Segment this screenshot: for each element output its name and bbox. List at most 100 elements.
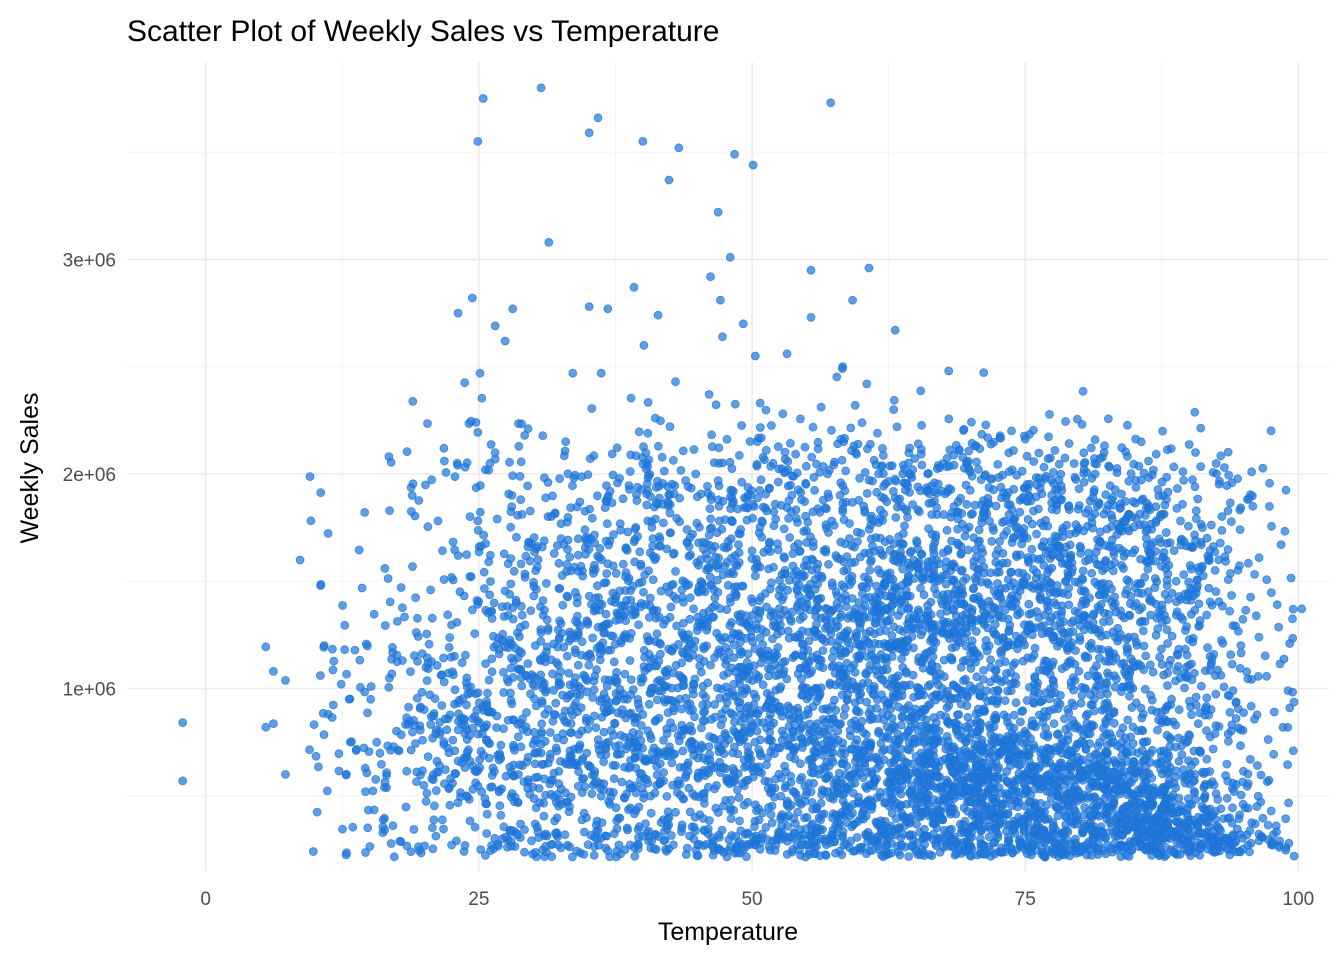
data-point — [875, 627, 885, 636]
data-point — [1016, 717, 1025, 727]
data-point — [827, 653, 837, 663]
data-point — [915, 758, 925, 767]
data-point — [1288, 614, 1297, 624]
data-point — [785, 704, 794, 713]
data-point — [840, 749, 850, 759]
data-point — [897, 808, 907, 818]
data-point — [637, 577, 647, 587]
data-point — [923, 681, 933, 691]
data-point — [932, 772, 942, 781]
data-point — [485, 458, 495, 468]
data-point — [989, 586, 999, 596]
data-point — [747, 546, 757, 556]
data-point — [834, 768, 844, 778]
data-point — [1053, 704, 1063, 714]
data-point — [829, 521, 839, 530]
data-point — [690, 812, 700, 822]
data-point — [793, 539, 803, 548]
data-point — [743, 674, 753, 683]
data-point — [842, 552, 852, 562]
data-point — [808, 702, 818, 711]
data-point — [1026, 807, 1035, 816]
data-point — [774, 464, 784, 474]
data-point — [918, 626, 928, 636]
data-point — [929, 713, 939, 722]
data-point — [939, 627, 948, 637]
data-point — [854, 707, 864, 717]
data-point — [882, 778, 892, 787]
data-point — [813, 629, 823, 639]
data-point — [609, 774, 619, 784]
data-point — [1234, 723, 1243, 733]
data-point — [1018, 569, 1028, 578]
data-point — [997, 746, 1007, 756]
data-point — [1146, 660, 1155, 670]
data-point — [1195, 746, 1205, 756]
data-point — [1033, 809, 1043, 819]
data-point — [779, 524, 789, 534]
data-point — [845, 519, 854, 528]
data-point — [948, 788, 957, 798]
data-point — [750, 737, 760, 747]
data-point — [944, 414, 954, 424]
data-point — [402, 766, 412, 776]
data-point — [742, 515, 752, 525]
data-point — [890, 474, 900, 484]
data-point — [755, 398, 765, 408]
data-point — [942, 775, 951, 785]
data-point — [889, 622, 899, 632]
data-point — [711, 400, 721, 410]
data-point — [1060, 811, 1070, 821]
data-point — [437, 701, 447, 710]
data-point — [785, 438, 795, 448]
data-point — [821, 503, 830, 513]
data-point — [929, 751, 939, 761]
data-point — [882, 722, 892, 732]
data-point — [787, 607, 797, 617]
data-point — [758, 502, 768, 512]
data-point — [845, 731, 855, 741]
data-point — [1233, 704, 1243, 714]
data-point — [1174, 733, 1183, 743]
data-point — [734, 540, 743, 550]
data-point — [914, 691, 923, 700]
data-point — [1069, 701, 1079, 710]
data-point — [998, 799, 1008, 809]
data-point — [949, 606, 958, 615]
data-point — [384, 682, 394, 692]
data-point — [979, 606, 988, 616]
data-point — [1075, 632, 1085, 642]
data-point — [850, 542, 859, 552]
data-point — [933, 680, 943, 689]
data-point — [1163, 445, 1172, 455]
data-point — [681, 476, 690, 485]
data-point — [853, 439, 863, 449]
data-point — [1171, 742, 1181, 752]
data-point — [1131, 599, 1141, 608]
data-point — [609, 530, 618, 539]
data-point — [439, 456, 449, 466]
data-point — [516, 457, 526, 467]
data-point — [773, 539, 782, 549]
data-point — [580, 525, 590, 535]
data-point — [1228, 803, 1237, 813]
data-point — [368, 786, 378, 796]
data-point — [1023, 653, 1032, 663]
data-point — [643, 726, 653, 736]
data-point — [636, 559, 646, 569]
data-point — [1034, 764, 1043, 774]
data-point — [993, 685, 1002, 695]
data-point — [783, 481, 793, 491]
data-point — [699, 642, 708, 652]
data-point — [872, 607, 882, 617]
data-point — [990, 620, 1000, 629]
data-point — [697, 723, 706, 733]
data-point — [864, 639, 874, 649]
data-point — [868, 541, 877, 551]
data-point — [835, 671, 844, 681]
data-point — [714, 458, 724, 468]
data-point — [850, 400, 860, 410]
data-point — [475, 507, 485, 517]
data-point — [1269, 707, 1279, 717]
data-point — [1171, 720, 1181, 730]
